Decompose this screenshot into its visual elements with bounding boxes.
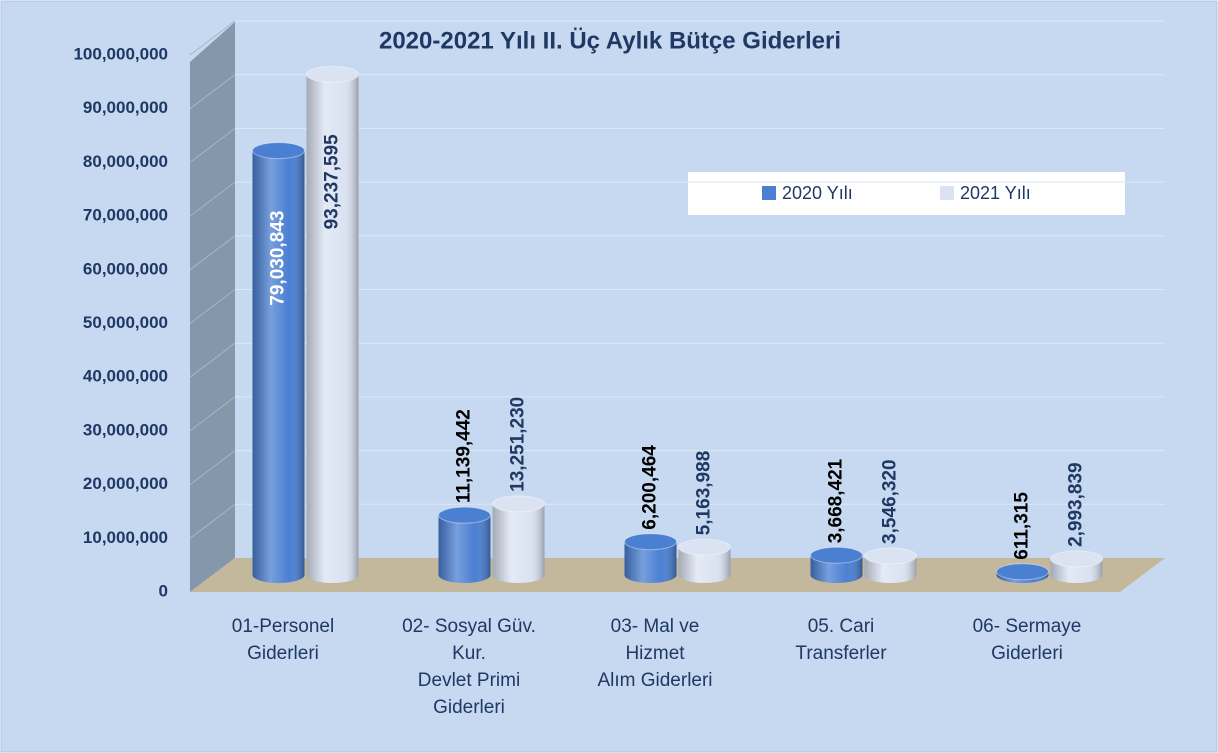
bar-shade	[624, 541, 677, 583]
y-tick-label: 10,000,000	[83, 528, 168, 547]
x-tick-label: 01-Personel Giderleri	[232, 616, 334, 664]
x-tick-line: Kur.	[452, 643, 486, 664]
chart-title: 2020-2021 Yılı II. Üç Aylık Bütçe Giderl…	[379, 27, 841, 54]
y-tick-label: 0	[159, 581, 168, 600]
value-label: 11,139,442	[454, 409, 475, 503]
legend-label: 2021 Yılı	[960, 183, 1031, 203]
grid-line	[189, 20, 236, 56]
value-label: 13,251,230	[508, 397, 529, 492]
grid-line	[189, 74, 236, 110]
y-tick-label: 40,000,000	[83, 367, 168, 386]
grid-line	[189, 289, 236, 324]
value-label: 93,237,595	[322, 134, 343, 230]
value-label: 5,163,988	[694, 451, 715, 536]
y-tick-label: 20,000,000	[83, 474, 168, 493]
y-tick-label: 60,000,000	[83, 259, 168, 278]
grid-line	[189, 235, 236, 271]
bar-top	[864, 547, 917, 565]
grid-line	[189, 450, 236, 485]
grid-line	[189, 503, 236, 539]
x-tick-line: 03- Mal ve	[611, 616, 700, 637]
x-tick-line: Transferler	[795, 643, 887, 664]
bar-top	[438, 506, 491, 524]
value-label: 611,315	[1012, 492, 1033, 560]
value-label: 3,546,320	[880, 459, 901, 544]
grid-line	[189, 181, 236, 217]
x-tick-label: 02- Sosyal Güv. Kur. Devlet Primi Giderleri	[402, 616, 536, 718]
x-tick-line: Giderleri	[247, 643, 319, 664]
bar-top	[678, 538, 731, 556]
x-tick-label: 03- Mal ve Hizmet Alım Giderleri	[597, 616, 712, 691]
bar-top	[252, 142, 305, 160]
value-label: 3,668,421	[826, 458, 847, 543]
legend	[688, 172, 1125, 215]
value-label: 2,993,839	[1066, 462, 1087, 547]
value-label: 79,030,843	[268, 211, 289, 306]
value-label: 6,200,464	[640, 445, 661, 530]
x-tick-line: Giderleri	[433, 697, 505, 718]
bar-top	[492, 495, 545, 513]
x-tick-label: 05. Cari Transferler	[795, 616, 887, 664]
x-tick-label: 06- Sermaye Giderleri	[973, 616, 1082, 664]
x-tick-line: Alım Giderleri	[597, 670, 712, 691]
bar-shade	[438, 515, 491, 583]
y-tick-label: 70,000,000	[83, 206, 168, 225]
x-tick-line: 05. Cari	[808, 616, 875, 637]
bar-top	[624, 533, 677, 551]
x-tick-line: Devlet Primi	[418, 670, 520, 691]
x-tick-line: Hizmet	[625, 643, 685, 664]
legend-label: 2020 Yılı	[782, 183, 853, 203]
grid-line	[189, 128, 236, 163]
grid-line	[189, 396, 236, 432]
bar-top	[1050, 550, 1103, 568]
x-tick-line: 01-Personel	[232, 616, 334, 637]
y-tick-label: 50,000,000	[83, 313, 168, 332]
y-tick-label: 100,000,000	[73, 44, 168, 63]
y-tick-label: 80,000,000	[83, 152, 168, 171]
legend-swatch	[762, 186, 776, 200]
grid-line	[189, 342, 236, 378]
y-tick-label: 90,000,000	[83, 98, 168, 117]
bar-shade	[492, 503, 545, 583]
x-tick-line: Giderleri	[991, 643, 1063, 664]
bar-top	[810, 546, 863, 564]
bar-shade	[306, 74, 359, 583]
bar-top	[996, 563, 1049, 581]
bar-top	[306, 65, 359, 83]
x-tick-line: 02- Sosyal Güv.	[402, 616, 536, 637]
bar-shade	[252, 150, 305, 583]
bar-shade	[678, 547, 731, 583]
floor	[190, 558, 1165, 592]
legend-swatch	[940, 186, 954, 200]
x-tick-line: 06- Sermaye	[973, 616, 1082, 637]
y-tick-label: 30,000,000	[83, 420, 168, 439]
